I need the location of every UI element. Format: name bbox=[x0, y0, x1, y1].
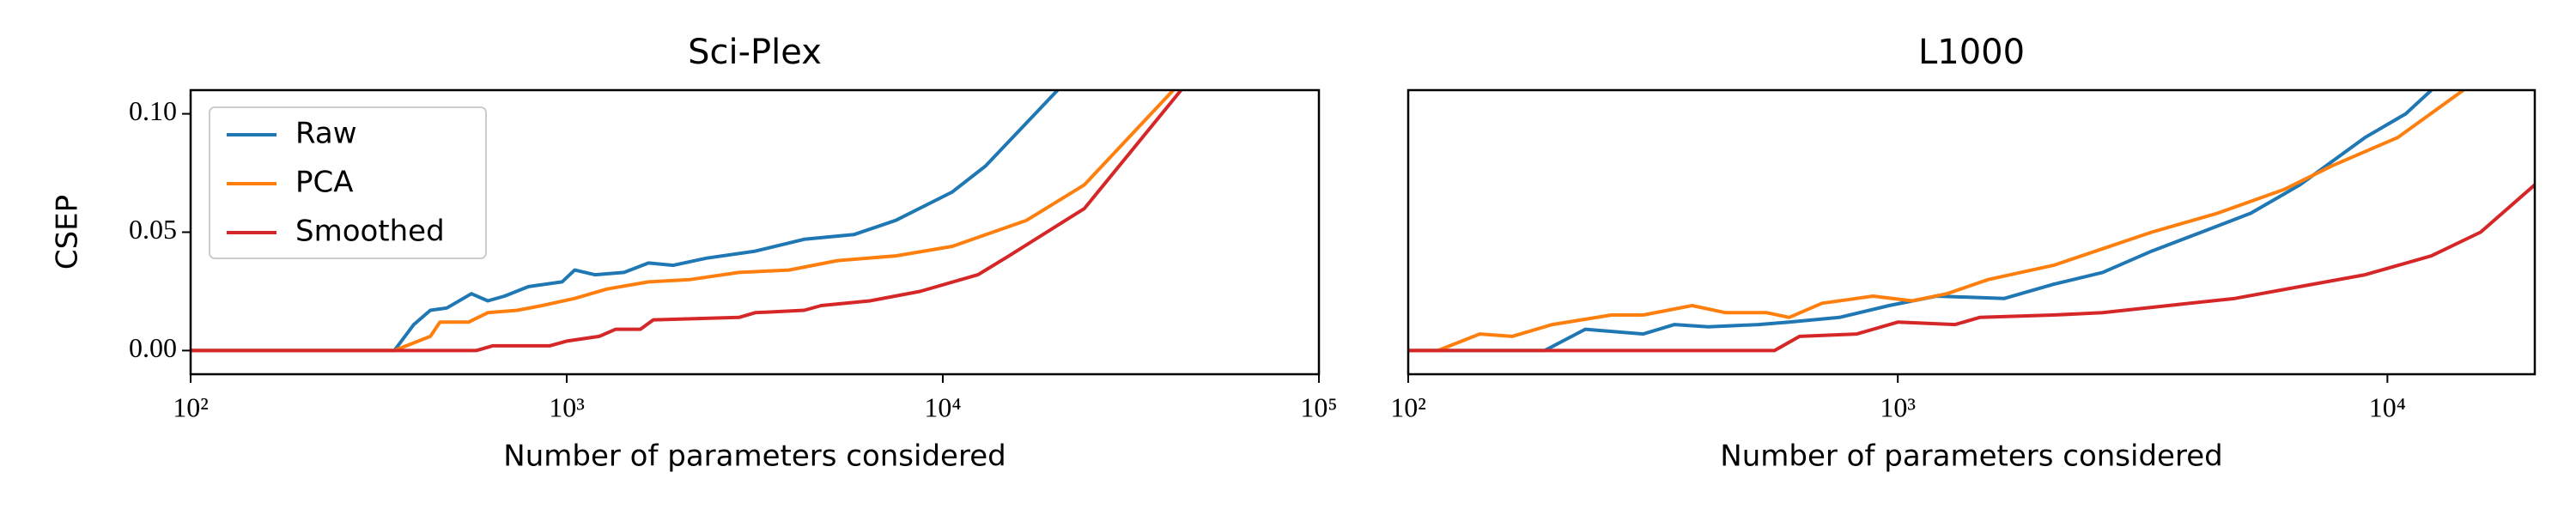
x-axis-label: Number of parameters considered bbox=[503, 439, 1005, 474]
plot-frame bbox=[189, 88, 1321, 376]
plot-area bbox=[191, 90, 1183, 353]
x-tick-label: 10⁴ bbox=[924, 391, 961, 422]
legend-label: Smoothed bbox=[295, 215, 445, 249]
plot-area bbox=[1408, 90, 2535, 353]
legend-label: PCA bbox=[295, 166, 354, 200]
y-axis-label: CSEP bbox=[51, 195, 85, 270]
series-line bbox=[1408, 183, 2535, 353]
y-tick-label: 0.00 bbox=[129, 332, 177, 363]
series-line bbox=[1408, 90, 2433, 353]
x-tick-label: 10³ bbox=[1880, 391, 1916, 422]
y-tick-label: 0.10 bbox=[129, 95, 177, 126]
series-line bbox=[191, 90, 1183, 353]
x-tick-label: 10⁵ bbox=[1300, 391, 1337, 422]
series-line bbox=[191, 90, 1175, 353]
x-axis-label: Number of parameters considered bbox=[1720, 439, 2222, 474]
x-tick-label: 10² bbox=[1390, 391, 1426, 422]
plot-frame bbox=[1406, 88, 2537, 376]
legend-label: Raw bbox=[295, 117, 357, 151]
x-tick-label: 10² bbox=[173, 391, 209, 422]
legend-box bbox=[209, 106, 487, 259]
series-line bbox=[191, 90, 1060, 353]
x-tick-label: 10³ bbox=[549, 391, 585, 422]
chart-title: L1000 bbox=[1918, 33, 2025, 72]
chart-title: Sci-Plex bbox=[688, 33, 822, 72]
x-tick-label: 10⁴ bbox=[2369, 391, 2406, 422]
series-line bbox=[1408, 90, 2465, 353]
y-tick-label: 0.05 bbox=[129, 214, 177, 245]
